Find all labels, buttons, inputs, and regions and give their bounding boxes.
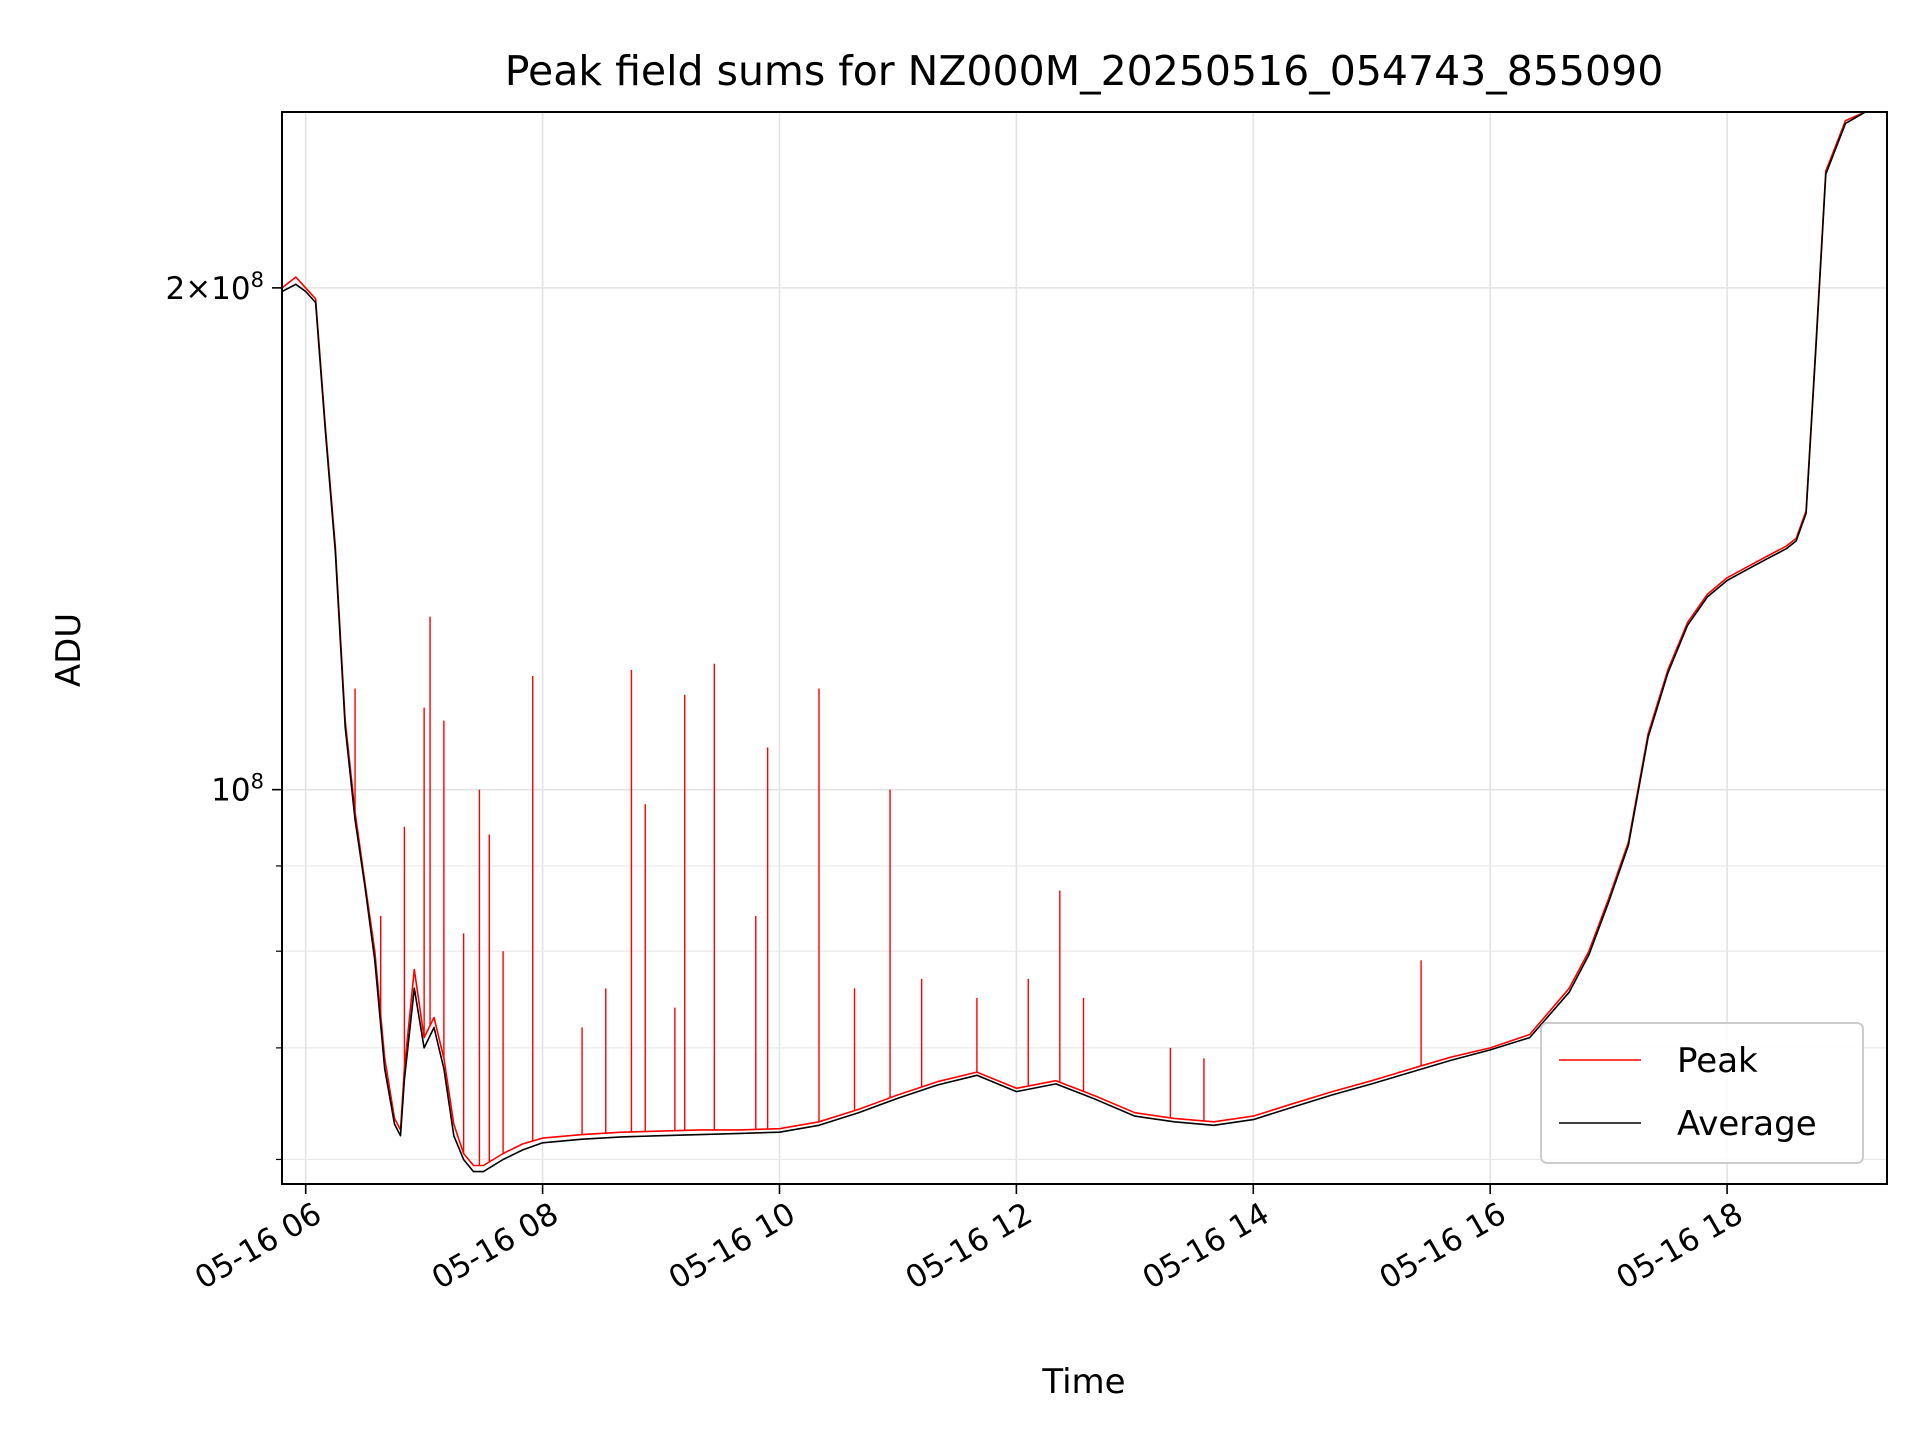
x-axis-label: Time bbox=[1041, 1362, 1125, 1402]
legend-label-peak: Peak bbox=[1677, 1041, 1758, 1081]
series-line-peak bbox=[282, 112, 1887, 1167]
legend: Peak Average bbox=[1540, 1022, 1864, 1164]
series-layer bbox=[282, 112, 1887, 1173]
y-tick-label: 108 bbox=[211, 770, 264, 809]
series-line-average bbox=[282, 112, 1887, 1173]
y-tick-label: 2×108 bbox=[165, 268, 264, 307]
chart-title: Peak field sums for NZ000M_20250516_0547… bbox=[505, 47, 1664, 95]
legend-label-average: Average bbox=[1677, 1104, 1817, 1144]
y-axis-label: ADU bbox=[49, 613, 89, 687]
legend-box bbox=[1540, 1022, 1864, 1164]
plot-frame bbox=[281, 111, 1888, 1185]
plot-area bbox=[282, 112, 1887, 1173]
